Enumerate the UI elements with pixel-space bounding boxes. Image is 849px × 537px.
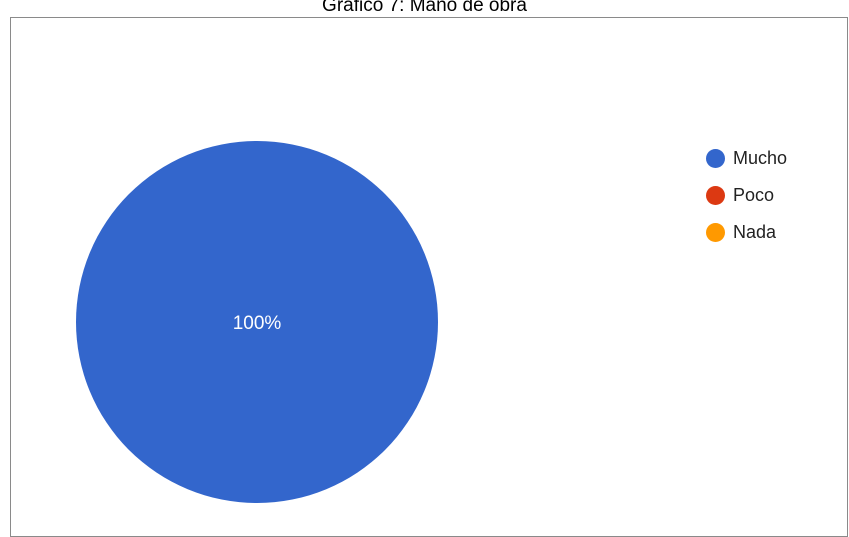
legend-swatch-nada xyxy=(706,223,725,242)
pie-chart: 100% xyxy=(76,141,438,503)
legend-item-poco[interactable]: Poco xyxy=(706,177,787,214)
pie-slice-label: 100% xyxy=(233,313,282,334)
legend-item-nada[interactable]: Nada xyxy=(706,214,787,251)
chart-title: Grafico 7: Mano de obra xyxy=(322,0,527,16)
chart-legend: Mucho Poco Nada xyxy=(706,140,787,251)
legend-label-mucho: Mucho xyxy=(733,148,788,168)
legend-item-mucho[interactable]: Mucho xyxy=(706,140,787,177)
legend-label-poco: Poco xyxy=(733,185,775,205)
legend-label-nada: Nada xyxy=(733,222,777,242)
legend-swatch-poco xyxy=(706,186,725,205)
pie-slice-mucho[interactable] xyxy=(76,141,438,503)
legend-swatch-mucho xyxy=(706,149,725,168)
